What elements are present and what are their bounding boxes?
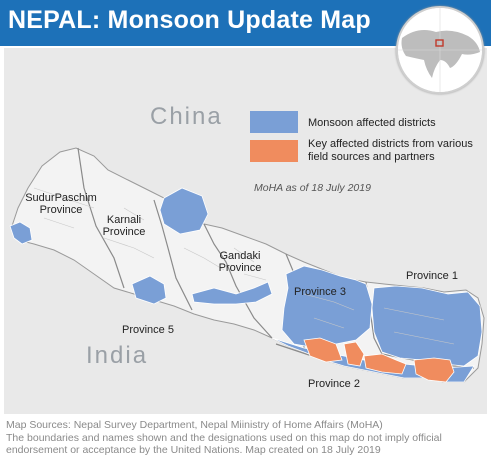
affected-districts bbox=[9, 187, 483, 383]
map-title: NEPAL: Monsoon Update Map bbox=[8, 6, 371, 34]
province-label-3: Province 3 bbox=[294, 286, 346, 298]
key-affected-east bbox=[413, 357, 455, 383]
affected-lumbini-west bbox=[131, 275, 167, 305]
province-label-sudurpaschim: SudurPaschim Province bbox=[18, 192, 104, 216]
globe-graphic bbox=[398, 8, 482, 92]
affected-province1 bbox=[371, 285, 483, 367]
footer-disclaimer-1: The boundaries and names shown and the d… bbox=[6, 431, 442, 444]
legend-swatch-affected bbox=[250, 111, 298, 133]
key-affected-mid bbox=[363, 353, 407, 375]
legend-swatch-key-affected bbox=[250, 140, 298, 162]
affected-sudurpaschim bbox=[9, 221, 33, 245]
province-label-karnali: Karnali Province bbox=[96, 214, 152, 238]
map-area: Monsoon affected districts Key affected … bbox=[4, 48, 487, 414]
province-word-karnali: Province bbox=[102, 226, 146, 238]
as-of-note: MoHA as of 18 July 2019 bbox=[254, 182, 371, 194]
country-label-india: India bbox=[86, 342, 149, 369]
country-label-china: China bbox=[150, 103, 223, 130]
key-affected-west bbox=[303, 337, 343, 363]
affected-gandaki-south bbox=[191, 281, 273, 305]
legend-label-key-affected-2: field sources and partners bbox=[308, 151, 435, 163]
key-affected-districts bbox=[303, 337, 455, 383]
province-label-1: Province 1 bbox=[406, 270, 458, 282]
nepal-map bbox=[9, 147, 485, 383]
map-footer: Map Sources: Nepal Survey Department, Ne… bbox=[6, 419, 486, 457]
province-name-gandaki: Gandaki bbox=[219, 250, 261, 262]
affected-karnali bbox=[159, 187, 209, 235]
nepal-locator-box bbox=[435, 39, 444, 47]
footer-sources: Map Sources: Nepal Survey Department, Ne… bbox=[6, 419, 383, 431]
province-name-karnali: Karnali bbox=[106, 214, 142, 226]
province-label-gandaki: Gandaki Province bbox=[212, 250, 268, 274]
province-name-sudurpaschim: SudurPaschim bbox=[25, 192, 97, 204]
legend-label-affected: Monsoon affected districts bbox=[308, 117, 436, 129]
province-word-sudurpaschim: Province bbox=[39, 204, 83, 216]
key-affected-central bbox=[343, 341, 365, 367]
locator-globe bbox=[396, 6, 484, 94]
province-label-5: Province 5 bbox=[122, 324, 174, 336]
footer-disclaimer-2: endorsement or acceptance by the United … bbox=[6, 444, 381, 456]
district-lines bbox=[33, 187, 455, 345]
province-word-gandaki: Province bbox=[218, 262, 262, 274]
legend-label-key-affected-1: Key affected districts from various bbox=[308, 138, 473, 150]
affected-province3 bbox=[281, 265, 373, 349]
province-label-2: Province 2 bbox=[308, 378, 360, 390]
